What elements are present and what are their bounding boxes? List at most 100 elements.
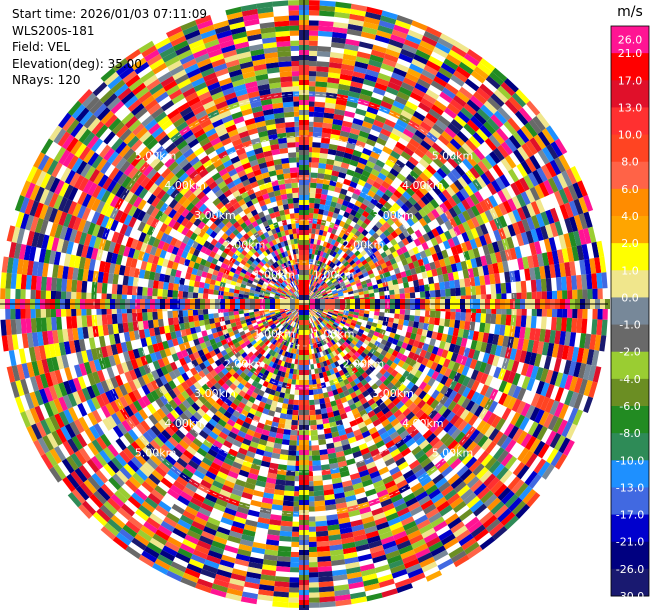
velocity-gate	[359, 397, 368, 405]
velocity-gate	[333, 393, 341, 401]
velocity-gate	[274, 576, 290, 583]
velocity-gate	[507, 383, 517, 397]
velocity-gate	[418, 381, 428, 391]
velocity-gate	[367, 351, 374, 359]
velocity-gate	[290, 218, 296, 224]
velocity-gate	[157, 554, 173, 566]
velocity-gate	[502, 335, 510, 348]
velocity-gate	[370, 383, 379, 391]
velocity-gate	[273, 327, 279, 333]
velocity-gate	[325, 370, 332, 377]
velocity-gate	[18, 348, 27, 365]
velocity-gate	[160, 443, 172, 455]
velocity-gate	[314, 342, 319, 349]
velocity-gate	[479, 372, 489, 385]
velocity-gate	[472, 349, 481, 361]
velocity-gate	[496, 466, 509, 481]
velocity-gate	[319, 601, 336, 608]
velocity-gate	[507, 425, 520, 440]
velocity-gate	[405, 364, 414, 373]
velocity-gate	[321, 413, 329, 420]
velocity-gate	[149, 537, 165, 550]
velocity-gate	[324, 499, 336, 506]
velocity-gate	[488, 428, 500, 441]
velocity-gate	[356, 381, 364, 389]
velocity-gate	[202, 475, 215, 485]
velocity-gate	[450, 311, 456, 320]
velocity-gate	[309, 414, 317, 421]
velocity-gate	[349, 419, 358, 427]
velocity-gate	[522, 338, 530, 352]
velocity-gate	[283, 334, 288, 341]
velocity-gate	[187, 501, 201, 512]
velocity-gate	[329, 352, 335, 359]
velocity-gate	[276, 474, 286, 481]
velocity-gate	[403, 336, 411, 344]
velocity-gate	[142, 312, 148, 321]
velocity-gate	[402, 420, 413, 431]
velocity-gate	[348, 369, 355, 377]
velocity-gate	[384, 410, 394, 419]
velocity-gate	[223, 457, 234, 467]
velocity-gate	[224, 544, 239, 554]
velocity-gate	[137, 529, 153, 542]
velocity-gate	[320, 345, 325, 352]
velocity-gate	[330, 317, 336, 322]
velocity-gate	[351, 524, 365, 532]
velocity-gate	[466, 378, 476, 390]
velocity-gate	[193, 516, 208, 527]
velocity-gate	[424, 316, 430, 324]
velocity-gate	[340, 412, 348, 420]
velocity-gate	[351, 407, 360, 416]
velocity-gate	[214, 389, 223, 399]
velocity-gate	[467, 330, 475, 340]
velocity-gate	[390, 564, 406, 574]
velocity-gate	[368, 497, 381, 507]
velocity-gate	[292, 197, 299, 204]
velocity-gate	[213, 503, 226, 513]
velocity-gate	[220, 414, 230, 423]
velocity-gate	[282, 366, 287, 373]
velocity-gate	[380, 431, 390, 441]
velocity-gate	[205, 521, 219, 532]
velocity-gate	[277, 359, 283, 366]
velocity-gate	[326, 353, 332, 360]
velocity-gate	[468, 459, 481, 473]
velocity-gate	[449, 458, 462, 470]
velocity-gate	[285, 475, 295, 482]
velocity-gate	[288, 325, 293, 332]
velocity-gate	[350, 445, 361, 454]
velocity-gate	[323, 332, 328, 338]
velocity-gate	[506, 359, 515, 372]
velocity-gate	[290, 326, 294, 332]
velocity-gate	[202, 498, 216, 508]
velocity-gate	[351, 319, 358, 324]
velocity-gate	[235, 368, 243, 376]
velocity-gate	[367, 410, 376, 419]
velocity-gate	[449, 414, 460, 426]
velocity-gate	[599, 335, 607, 352]
velocity-gate	[356, 331, 363, 337]
velocity-gate	[541, 342, 550, 356]
velocity-gate	[233, 516, 247, 525]
velocity-gate	[528, 473, 542, 489]
velocity-gate	[573, 361, 582, 378]
velocity-gate	[315, 325, 320, 332]
velocity-gate	[439, 418, 450, 430]
velocity-gate	[521, 376, 531, 390]
velocity-gate	[207, 516, 221, 527]
velocity-gate	[331, 332, 337, 338]
velocity-gate	[329, 549, 344, 556]
velocity-gate	[390, 493, 403, 504]
velocity-gate	[242, 487, 255, 495]
velocity-gate	[380, 349, 388, 357]
velocity-gate	[180, 577, 197, 588]
velocity-gate	[488, 400, 499, 413]
velocity-gate	[312, 384, 318, 390]
velocity-gate	[315, 414, 323, 420]
velocity-gate	[217, 564, 234, 574]
velocity-gate	[533, 440, 546, 456]
velocity-gate	[279, 392, 286, 399]
velocity-gate	[421, 357, 429, 367]
velocity-gate	[368, 540, 383, 549]
